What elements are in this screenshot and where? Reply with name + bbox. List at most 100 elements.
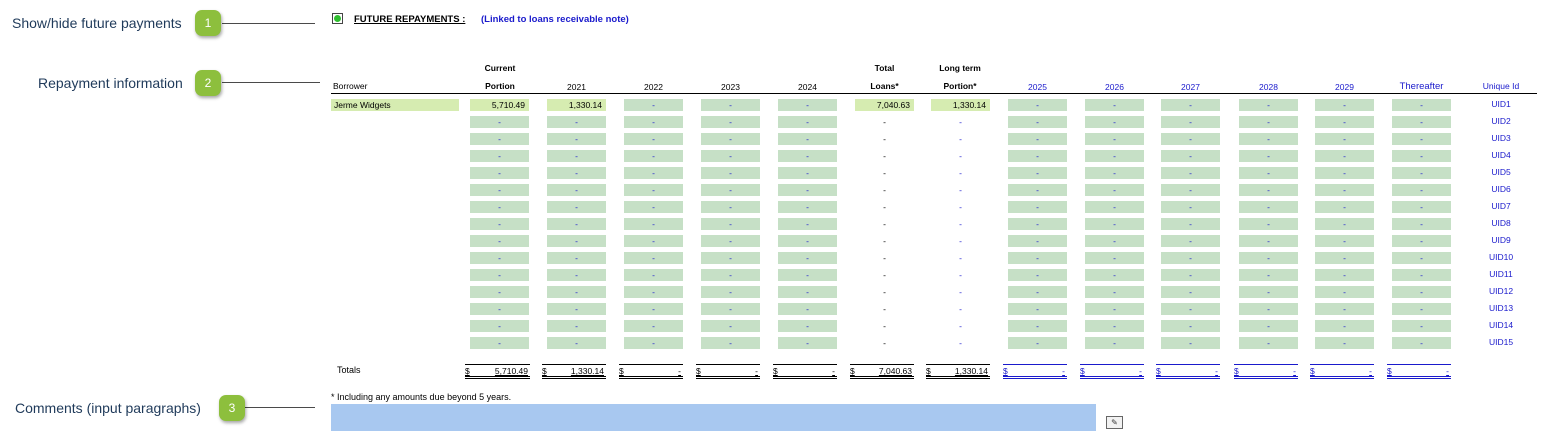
cell-thereafter-row7[interactable]: - [1392,201,1451,213]
cell-y2029-row13[interactable]: - [1315,303,1374,315]
cell-y2025-row15[interactable]: - [1008,337,1067,349]
cell-y2024-row2[interactable]: - [778,116,837,128]
cell-y2023-row14[interactable]: - [701,320,760,332]
cell-y2023-row6[interactable]: - [701,184,760,196]
cell-y2022-row9[interactable]: - [624,235,683,247]
cell-y2028-row10[interactable]: - [1239,252,1298,264]
cell-y2026-row6[interactable]: - [1085,184,1144,196]
cell-y2022-row5[interactable]: - [624,167,683,179]
cell-current-portion-row15[interactable]: - [470,337,529,349]
cell-thereafter-row2[interactable]: - [1392,116,1451,128]
cell-y2028-row13[interactable]: - [1239,303,1298,315]
cell-y2022-row13[interactable]: - [624,303,683,315]
cell-y2026-row3[interactable]: - [1085,133,1144,145]
cell-y2027-row12[interactable]: - [1161,286,1220,298]
cell-y2028-row4[interactable]: - [1239,150,1298,162]
cell-y2027-row2[interactable]: - [1161,116,1220,128]
cell-y2024-row12[interactable]: - [778,286,837,298]
cell-y2024-row3[interactable]: - [778,133,837,145]
cell-y2021-row13[interactable]: - [547,303,606,315]
cell-y2028-row3[interactable]: - [1239,133,1298,145]
cell-y2025-row8[interactable]: - [1008,218,1067,230]
cell-thereafter-row10[interactable]: - [1392,252,1451,264]
cell-y2027-row15[interactable]: - [1161,337,1220,349]
cell-y2021-row1[interactable]: 1,330.14 [547,99,606,111]
cell-y2024-row5[interactable]: - [778,167,837,179]
cell-current-portion-row9[interactable]: - [470,235,529,247]
cell-y2025-row3[interactable]: - [1008,133,1067,145]
cell-thereafter-row3[interactable]: - [1392,133,1451,145]
cell-y2025-row5[interactable]: - [1008,167,1067,179]
cell-y2029-row8[interactable]: - [1315,218,1374,230]
cell-y2021-row2[interactable]: - [547,116,606,128]
cell-y2027-row9[interactable]: - [1161,235,1220,247]
comment-edit-button[interactable]: ✎ [1106,416,1123,429]
cell-current-portion-row12[interactable]: - [470,286,529,298]
cell-y2021-row4[interactable]: - [547,150,606,162]
cell-thereafter-row1[interactable]: - [1392,99,1451,111]
cell-y2028-row8[interactable]: - [1239,218,1298,230]
cell-y2024-row7[interactable]: - [778,201,837,213]
cell-long-term-row1[interactable]: 1,330.14 [931,99,990,111]
cell-y2026-row10[interactable]: - [1085,252,1144,264]
cell-y2028-row5[interactable]: - [1239,167,1298,179]
cell-current-portion-row3[interactable]: - [470,133,529,145]
cell-y2028-row15[interactable]: - [1239,337,1298,349]
cell-y2022-row14[interactable]: - [624,320,683,332]
cell-y2021-row9[interactable]: - [547,235,606,247]
cell-y2022-row8[interactable]: - [624,218,683,230]
cell-y2029-row1[interactable]: - [1315,99,1374,111]
cell-y2023-row8[interactable]: - [701,218,760,230]
cell-y2025-row6[interactable]: - [1008,184,1067,196]
cell-y2026-row1[interactable]: - [1085,99,1144,111]
cell-y2027-row3[interactable]: - [1161,133,1220,145]
cell-y2024-row8[interactable]: - [778,218,837,230]
cell-y2027-row7[interactable]: - [1161,201,1220,213]
cell-y2023-row10[interactable]: - [701,252,760,264]
cell-y2023-row5[interactable]: - [701,167,760,179]
cell-y2021-row7[interactable]: - [547,201,606,213]
cell-y2024-row1[interactable]: - [778,99,837,111]
cell-y2027-row6[interactable]: - [1161,184,1220,196]
cell-y2023-row4[interactable]: - [701,150,760,162]
cell-current-portion-row8[interactable]: - [470,218,529,230]
borrower-input[interactable]: Jerme Widgets [331,99,459,111]
cell-y2021-row14[interactable]: - [547,320,606,332]
cell-y2027-row14[interactable]: - [1161,320,1220,332]
cell-y2026-row9[interactable]: - [1085,235,1144,247]
cell-y2024-row4[interactable]: - [778,150,837,162]
cell-y2028-row9[interactable]: - [1239,235,1298,247]
cell-y2029-row3[interactable]: - [1315,133,1374,145]
cell-current-portion-row7[interactable]: - [470,201,529,213]
cell-y2021-row10[interactable]: - [547,252,606,264]
cell-y2025-row11[interactable]: - [1008,269,1067,281]
cell-current-portion-row1[interactable]: 5,710.49 [470,99,529,111]
cell-y2023-row7[interactable]: - [701,201,760,213]
cell-y2028-row7[interactable]: - [1239,201,1298,213]
cell-y2028-row11[interactable]: - [1239,269,1298,281]
show-hide-toggle[interactable] [332,13,343,24]
cell-y2027-row13[interactable]: - [1161,303,1220,315]
cell-y2021-row15[interactable]: - [547,337,606,349]
cell-y2026-row7[interactable]: - [1085,201,1144,213]
cell-thereafter-row11[interactable]: - [1392,269,1451,281]
cell-y2022-row2[interactable]: - [624,116,683,128]
cell-y2021-row5[interactable]: - [547,167,606,179]
cell-y2029-row10[interactable]: - [1315,252,1374,264]
cell-y2027-row5[interactable]: - [1161,167,1220,179]
cell-y2029-row15[interactable]: - [1315,337,1374,349]
cell-y2025-row7[interactable]: - [1008,201,1067,213]
cell-y2025-row13[interactable]: - [1008,303,1067,315]
cell-y2029-row2[interactable]: - [1315,116,1374,128]
cell-y2029-row7[interactable]: - [1315,201,1374,213]
cell-y2023-row12[interactable]: - [701,286,760,298]
comments-input[interactable] [331,404,1096,431]
cell-y2029-row14[interactable]: - [1315,320,1374,332]
cell-y2024-row9[interactable]: - [778,235,837,247]
cell-y2029-row11[interactable]: - [1315,269,1374,281]
cell-y2024-row6[interactable]: - [778,184,837,196]
cell-y2023-row11[interactable]: - [701,269,760,281]
cell-y2029-row5[interactable]: - [1315,167,1374,179]
cell-y2026-row2[interactable]: - [1085,116,1144,128]
cell-y2029-row12[interactable]: - [1315,286,1374,298]
